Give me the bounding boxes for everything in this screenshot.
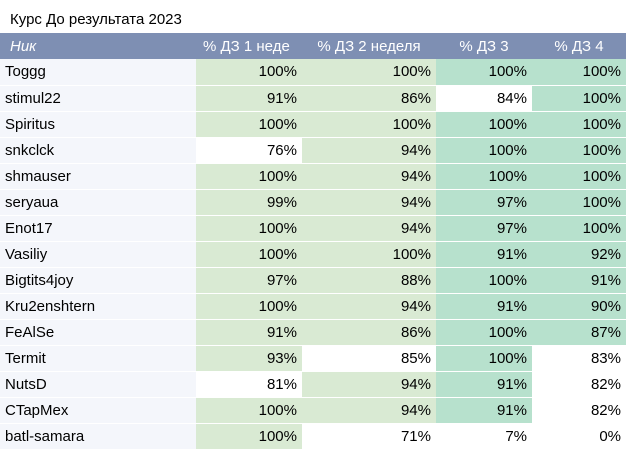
cell-hw1[interactable]: 100% [196, 397, 302, 424]
cell-hw3[interactable]: 100% [436, 59, 532, 86]
table-row: Kru2enshtern 100% 94% 91% 90% [0, 293, 626, 320]
cell-hw3[interactable]: 91% [436, 293, 532, 320]
table-row: snkclck 76% 94% 100% 100% [0, 137, 626, 164]
cell-hw1[interactable]: 100% [196, 293, 302, 320]
cell-hw2[interactable]: 88% [302, 267, 436, 294]
cell-hw2[interactable]: 94% [302, 163, 436, 190]
cell-hw3[interactable]: 100% [436, 163, 532, 190]
cell-hw2[interactable]: 94% [302, 371, 436, 398]
cell-hw2[interactable]: 100% [302, 241, 436, 268]
cell-hw4[interactable]: 100% [532, 215, 626, 242]
cell-nick[interactable]: batl-samara [0, 423, 196, 450]
cell-hw2[interactable]: 71% [302, 423, 436, 450]
table-row: NutsD 81% 94% 91% 82% [0, 371, 626, 398]
table-row: Spiritus 100% 100% 100% 100% [0, 111, 626, 138]
cell-hw2[interactable]: 94% [302, 293, 436, 320]
cell-hw2[interactable]: 94% [302, 189, 436, 216]
cell-hw4[interactable]: 100% [532, 111, 626, 138]
table-row: Toggg 100% 100% 100% 100% [0, 59, 626, 86]
table-row: Bigtits4joy 97% 88% 100% 91% [0, 267, 626, 294]
results-table: Ник % ДЗ 1 неде % ДЗ 2 неделя % ДЗ 3 % Д… [0, 33, 626, 450]
cell-hw2[interactable]: 94% [302, 137, 436, 164]
cell-hw4[interactable]: 100% [532, 85, 626, 112]
table-row: Vasiliy 100% 100% 91% 92% [0, 241, 626, 268]
cell-hw1[interactable]: 91% [196, 319, 302, 346]
cell-hw3[interactable]: 7% [436, 423, 532, 450]
cell-hw2[interactable]: 85% [302, 345, 436, 372]
cell-hw4[interactable]: 0% [532, 423, 626, 450]
cell-nick[interactable]: Termit [0, 345, 196, 372]
cell-hw3[interactable]: 97% [436, 189, 532, 216]
cell-hw2[interactable]: 86% [302, 85, 436, 112]
cell-hw1[interactable]: 91% [196, 85, 302, 112]
cell-hw2[interactable]: 86% [302, 319, 436, 346]
table-row: stimul22 91% 86% 84% 100% [0, 85, 626, 112]
cell-nick[interactable]: Toggg [0, 59, 196, 86]
cell-nick[interactable]: FeAlSe [0, 319, 196, 346]
table-row: Enot17 100% 94% 97% 100% [0, 215, 626, 242]
cell-hw1[interactable]: 100% [196, 241, 302, 268]
header-hw4[interactable]: % ДЗ 4 [532, 33, 626, 59]
table-row: FeAlSe 91% 86% 100% 87% [0, 319, 626, 346]
cell-hw4[interactable]: 92% [532, 241, 626, 268]
cell-hw4[interactable]: 100% [532, 59, 626, 86]
cell-nick[interactable]: Vasiliy [0, 241, 196, 268]
cell-hw4[interactable]: 82% [532, 371, 626, 398]
header-nick[interactable]: Ник [0, 33, 196, 59]
table-row: CTapMex 100% 94% 91% 82% [0, 397, 626, 424]
table-row: Termit 93% 85% 100% 83% [0, 345, 626, 372]
cell-hw4[interactable]: 100% [532, 163, 626, 190]
cell-hw3[interactable]: 91% [436, 241, 532, 268]
cell-hw3[interactable]: 84% [436, 85, 532, 112]
cell-hw3[interactable]: 91% [436, 371, 532, 398]
cell-hw4[interactable]: 91% [532, 267, 626, 294]
table-row: seryaua 99% 94% 97% 100% [0, 189, 626, 216]
cell-hw3[interactable]: 91% [436, 397, 532, 424]
header-hw2[interactable]: % ДЗ 2 неделя [302, 33, 436, 59]
sheet-title[interactable]: Курс До результата 2023 [0, 0, 636, 33]
cell-hw1[interactable]: 100% [196, 59, 302, 86]
cell-nick[interactable]: NutsD [0, 371, 196, 398]
cell-nick[interactable]: Kru2enshtern [0, 293, 196, 320]
cell-hw1[interactable]: 93% [196, 345, 302, 372]
cell-nick[interactable]: Spiritus [0, 111, 196, 138]
cell-hw4[interactable]: 100% [532, 137, 626, 164]
cell-nick[interactable]: snkclck [0, 137, 196, 164]
cell-nick[interactable]: stimul22 [0, 85, 196, 112]
cell-hw2[interactable]: 100% [302, 59, 436, 86]
cell-hw4[interactable]: 83% [532, 345, 626, 372]
header-hw1[interactable]: % ДЗ 1 неде [196, 33, 302, 59]
cell-hw4[interactable]: 87% [532, 319, 626, 346]
cell-hw4[interactable]: 100% [532, 189, 626, 216]
cell-nick[interactable]: CTapMex [0, 397, 196, 424]
cell-hw2[interactable]: 100% [302, 111, 436, 138]
cell-nick[interactable]: seryaua [0, 189, 196, 216]
cell-nick[interactable]: Enot17 [0, 215, 196, 242]
cell-nick[interactable]: Bigtits4joy [0, 267, 196, 294]
header-row: Ник % ДЗ 1 неде % ДЗ 2 неделя % ДЗ 3 % Д… [0, 33, 626, 59]
cell-hw3[interactable]: 100% [436, 137, 532, 164]
cell-hw1[interactable]: 81% [196, 371, 302, 398]
cell-hw3[interactable]: 100% [436, 111, 532, 138]
cell-hw3[interactable]: 100% [436, 267, 532, 294]
table-row: shmauser 100% 94% 100% 100% [0, 163, 626, 190]
cell-hw1[interactable]: 76% [196, 137, 302, 164]
cell-hw3[interactable]: 100% [436, 345, 532, 372]
cell-hw3[interactable]: 97% [436, 215, 532, 242]
cell-hw2[interactable]: 94% [302, 397, 436, 424]
cell-hw3[interactable]: 100% [436, 319, 532, 346]
cell-hw1[interactable]: 99% [196, 189, 302, 216]
cell-nick[interactable]: shmauser [0, 163, 196, 190]
table-row: batl-samara 100% 71% 7% 0% [0, 423, 626, 450]
cell-hw4[interactable]: 82% [532, 397, 626, 424]
cell-hw1[interactable]: 100% [196, 215, 302, 242]
cell-hw4[interactable]: 90% [532, 293, 626, 320]
cell-hw1[interactable]: 97% [196, 267, 302, 294]
header-hw3[interactable]: % ДЗ 3 [436, 33, 532, 59]
cell-hw1[interactable]: 100% [196, 163, 302, 190]
cell-hw1[interactable]: 100% [196, 423, 302, 450]
cell-hw1[interactable]: 100% [196, 111, 302, 138]
cell-hw2[interactable]: 94% [302, 215, 436, 242]
